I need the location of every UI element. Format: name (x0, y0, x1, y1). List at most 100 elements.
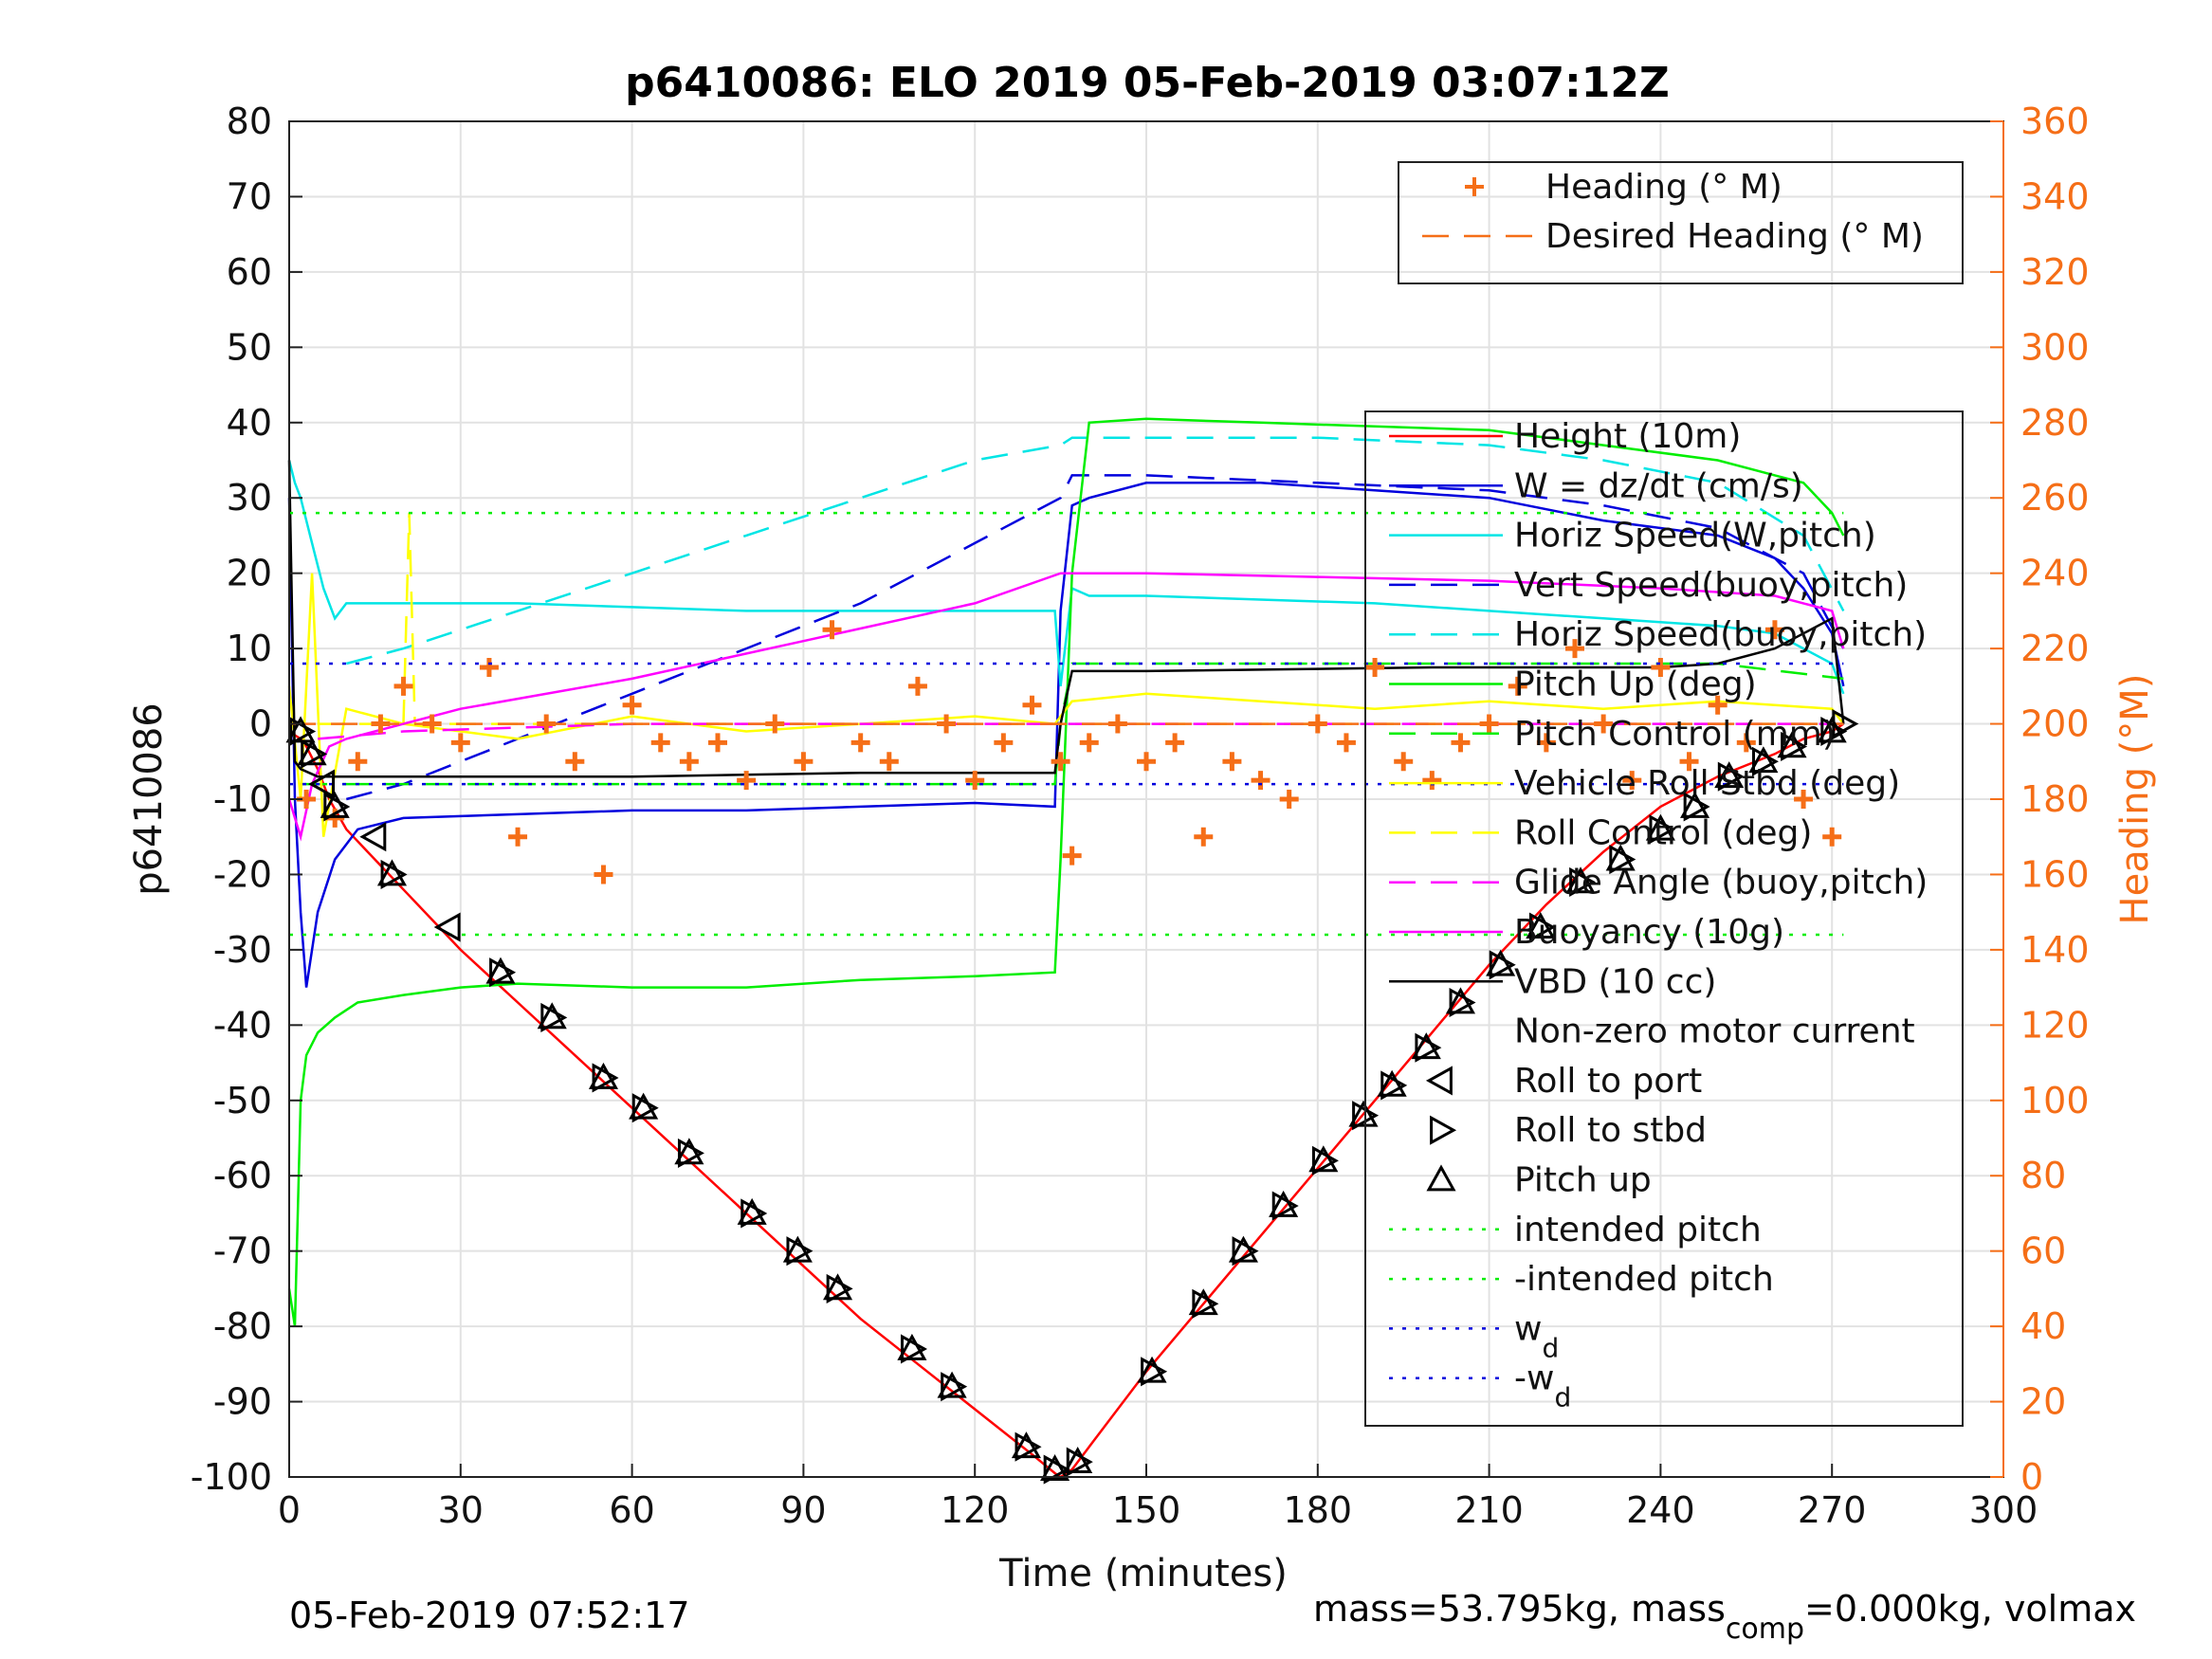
roll-to-stbd-marker (1232, 1236, 1259, 1267)
roll-to-stbd-marker (289, 716, 317, 747)
heading-point (565, 752, 585, 772)
heading-point (1536, 733, 1556, 753)
legend-text: Desired Heading (° M) (1545, 217, 1924, 256)
roll-to-stbd-marker (1141, 1357, 1168, 1387)
y-right-tick-label: 340 (2020, 175, 2090, 217)
y-right-tick-label: 300 (2020, 326, 2090, 368)
legend-subscript: d (1554, 1382, 1571, 1413)
y-axis-label: p6410086 (127, 702, 171, 896)
legend-label: Roll to stbd (1514, 1111, 1707, 1150)
y-right-tick-label: 60 (2020, 1231, 2066, 1272)
y-tick-label: -20 (213, 853, 272, 895)
legend-label: Desired Heading (° M) (1545, 217, 1924, 256)
y-right-tick-label: 280 (2020, 402, 2090, 444)
heading-point (1279, 790, 1299, 809)
footer-mass-a: mass=53.795kg, mass (1313, 1588, 1726, 1630)
pitch-up-marker (1565, 866, 1596, 894)
heading-point (1794, 790, 1814, 809)
legend-text: Heading (° M) (1545, 168, 1782, 207)
roll-to-stbd-marker (1609, 845, 1636, 875)
y-right-tick-label: 260 (2020, 477, 2090, 519)
legend-label: Buoyancy (10g) (1514, 913, 1784, 952)
pitch-up-marker (1748, 746, 1779, 774)
x-tick-label: 150 (1112, 1489, 1181, 1531)
legend-heading: Heading (° M) Desired Heading (° M) (1398, 161, 1964, 284)
legend-text: Roll to port (1514, 1062, 1702, 1101)
pitch-up-marker (588, 1062, 619, 1089)
y-tick-label: 40 (227, 402, 272, 444)
legend-text: Glide Angle (buoy,pitch) (1514, 864, 1928, 902)
footer-mass-b: =0.000kg, volmax (1804, 1588, 2136, 1630)
legend-text: Horiz Speed(buoy,pitch) (1514, 615, 1927, 654)
pitch-up-marker (1486, 949, 1516, 976)
roll-to-stbd-marker (1649, 814, 1676, 845)
y-tick-label: 70 (227, 175, 272, 217)
heading-point (965, 771, 985, 791)
roll-to-stbd-marker (1311, 1145, 1339, 1176)
heading-point (1451, 733, 1471, 753)
legend-text: -intended pitch (1514, 1260, 1774, 1299)
y-tick-label: -50 (213, 1080, 272, 1121)
roll-to-stbd-marker (1683, 792, 1710, 822)
x-tick-label: 60 (609, 1489, 654, 1531)
heading-point (1708, 695, 1728, 715)
series-w-dz-dt-cm-s (287, 482, 1845, 988)
x-tick-label: 180 (1284, 1489, 1353, 1531)
footer-mass-sub: comp (1726, 1613, 1804, 1646)
heading-point (1622, 771, 1642, 791)
roll-to-stbd-marker (592, 1063, 619, 1093)
y-tick-label: -60 (213, 1155, 272, 1196)
pitch-up-marker (1645, 813, 1675, 841)
legend-text: intended pitch (1514, 1211, 1762, 1249)
legend-text: Roll Control (deg) (1514, 813, 1812, 852)
legend-text: Buoyancy (10g) (1514, 913, 1784, 952)
heading-point (594, 865, 613, 884)
roll-to-stbd-marker (740, 1198, 768, 1229)
heading-point (1062, 846, 1082, 866)
pitch-up-marker (1228, 1235, 1258, 1263)
series-horiz-speed-w-pitch (287, 460, 1845, 695)
y-tick-label: 60 (227, 251, 272, 293)
x-tick-label: 240 (1626, 1489, 1695, 1531)
pitch-up-marker (1680, 791, 1710, 818)
footer-mass: mass=53.795kg, masscomp=0.000kg, volmax (1313, 1588, 2136, 1646)
legend-text: W = dz/dt (cm/s) (1514, 466, 1803, 505)
roll-to-stbd-marker (1569, 866, 1597, 897)
pitch-up-marker (1308, 1145, 1339, 1173)
x-tick-label: 210 (1454, 1489, 1524, 1531)
heading-point (348, 752, 368, 772)
legend-label: -intended pitch (1514, 1260, 1774, 1299)
y-right-tick-label: 360 (2020, 100, 2090, 142)
heading-point (479, 657, 499, 677)
pitch-up-marker (1348, 1100, 1379, 1127)
heading-point (1079, 733, 1099, 753)
pitch-up-marker (1040, 1453, 1070, 1481)
heading-point (1165, 733, 1185, 753)
legend-label: Pitch Control (mm) (1514, 715, 1836, 754)
roll-to-stbd-marker (489, 957, 517, 988)
y-tick-label: -40 (213, 1004, 272, 1046)
roll-to-stbd-marker (323, 792, 351, 822)
roll-to-stbd-marker (1380, 1070, 1408, 1101)
heading-point (822, 620, 842, 640)
heading-point (393, 676, 413, 696)
heading-point (1422, 771, 1442, 791)
roll-to-stbd-marker (1066, 1447, 1093, 1477)
x-tick-label: 270 (1798, 1489, 1867, 1531)
legend-label: Heading (° M) (1545, 168, 1782, 207)
roll-to-stbd-marker (826, 1273, 853, 1304)
roll-to-stbd-marker (1449, 987, 1476, 1018)
roll-to-stbd-marker (941, 1372, 968, 1402)
y-tick-label: -100 (191, 1456, 272, 1498)
legend-label: Horiz Speed(W,pitch) (1514, 517, 1876, 556)
legend-text: VBD (10 cc) (1514, 962, 1716, 1001)
y-right-tick-label: 160 (2020, 853, 2090, 895)
roll-to-stbd-marker (1528, 912, 1556, 942)
y-tick-label: 50 (227, 326, 272, 368)
legend-label: Pitch Up (deg) (1514, 665, 1757, 704)
pitch-up-marker (1817, 716, 1847, 743)
heading-point (1137, 752, 1156, 772)
y-tick-label: 0 (249, 703, 272, 745)
heading-point (1222, 752, 1242, 772)
heading-point (1736, 733, 1756, 753)
